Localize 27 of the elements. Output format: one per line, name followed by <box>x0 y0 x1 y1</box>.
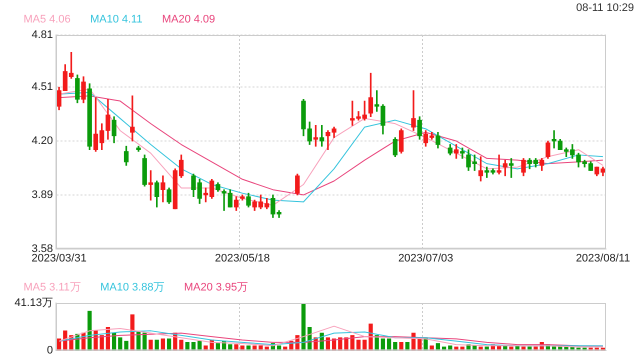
text: 08-11 10:29 <box>576 2 634 14</box>
bar <box>179 340 184 350</box>
y-tick-label: 4.81 <box>32 29 53 42</box>
text: MA5 3.11万 <box>24 282 81 294</box>
bar <box>368 324 373 350</box>
bar <box>148 340 153 350</box>
bar <box>124 340 128 350</box>
y-tick-label: 4.20 <box>32 135 53 148</box>
text: MA20 4.09 <box>162 14 216 26</box>
x-tick-label: 2023/08/11 <box>576 252 630 264</box>
bar <box>399 342 404 350</box>
y-tick-label: 3.58 <box>32 242 53 255</box>
text: MA20 3.95万 <box>184 282 248 294</box>
y-tick-label: 41.13万 <box>14 297 53 310</box>
text: MA5 4.06 <box>24 14 71 26</box>
bar <box>362 340 367 350</box>
bar <box>154 340 159 350</box>
x-tick-label: 2023/07/03 <box>398 252 454 264</box>
x-tick-label: 2023/05/18 <box>214 252 270 264</box>
x-tick-label: 2023/03/31 <box>32 252 87 264</box>
y-tick-label: 3.89 <box>32 188 53 201</box>
bar <box>344 337 348 350</box>
bar <box>356 340 361 350</box>
y-tick-label: 4.51 <box>32 81 53 94</box>
text: MA10 4.11 <box>90 14 142 26</box>
text: MA10 3.88万 <box>100 282 164 294</box>
y-tick-label: 0 <box>46 344 53 356</box>
